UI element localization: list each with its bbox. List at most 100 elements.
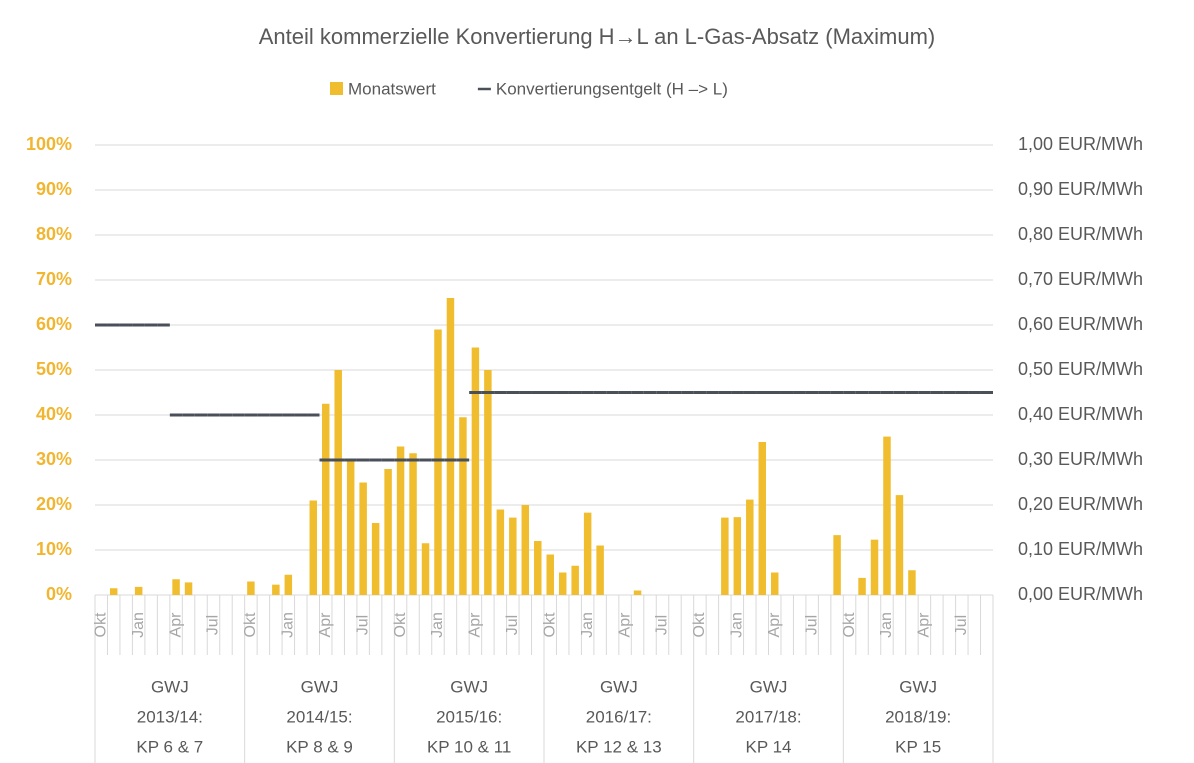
- y-tick-label: 30%: [36, 449, 72, 469]
- y-tick-label: 60%: [36, 314, 72, 334]
- bar: [746, 499, 754, 595]
- y2-tick-label: 0,90 EUR/MWh: [1018, 179, 1143, 199]
- bar: [309, 500, 318, 595]
- group-label: 2017/18:: [735, 707, 801, 726]
- y2-tick-label: 0,10 EUR/MWh: [1018, 539, 1143, 559]
- x-tick-label: Jan: [579, 612, 596, 638]
- bar: [583, 512, 592, 595]
- y-tick-label: 90%: [36, 179, 72, 199]
- y2-tick-label: 0,30 EUR/MWh: [1018, 449, 1143, 469]
- x-tick-label: Jan: [729, 612, 746, 638]
- bar: [459, 417, 467, 595]
- y-tick-label: 50%: [36, 359, 72, 379]
- bar: [596, 545, 604, 595]
- x-tick-label: Jan: [130, 612, 147, 638]
- bar: [733, 517, 742, 595]
- bar: [883, 436, 891, 595]
- chart-title: Anteil kommerzielle Konvertierung H→L an…: [259, 24, 936, 49]
- bar: [496, 509, 505, 595]
- y-tick-label: 80%: [36, 224, 72, 244]
- x-tick-label: Apr: [167, 612, 184, 638]
- group-label: 2015/16:: [436, 707, 502, 726]
- bar: [471, 347, 480, 595]
- bar: [184, 582, 193, 595]
- y2-tick-label: 0,80 EUR/MWh: [1018, 224, 1143, 244]
- y-tick-label: 100%: [26, 134, 72, 154]
- x-tick-label: Okt: [92, 612, 109, 637]
- x-tick-label: Okt: [242, 612, 259, 637]
- bar: [396, 446, 405, 595]
- x-tick-label: Jan: [280, 612, 297, 638]
- x-tick-label: Jul: [803, 615, 820, 635]
- bar: [371, 523, 380, 595]
- y2-tick-label: 0,40 EUR/MWh: [1018, 404, 1143, 424]
- y2-tick-label: 0,20 EUR/MWh: [1018, 494, 1143, 514]
- bar: [109, 588, 118, 595]
- bar: [272, 584, 280, 595]
- bar: [346, 460, 355, 595]
- group-label: GWJ: [600, 677, 638, 696]
- legend-label: Konvertierungsentgelt (H –> L): [496, 79, 728, 98]
- bar: [908, 570, 916, 595]
- bar: [534, 541, 542, 595]
- x-tick-label: Apr: [916, 612, 933, 638]
- group-label: KP 6 & 7: [136, 737, 203, 756]
- x-tick-label: Jul: [354, 615, 371, 635]
- bar: [770, 572, 779, 595]
- x-tick-label: Apr: [467, 612, 484, 638]
- bar: [359, 482, 367, 595]
- group-label: KP 14: [745, 737, 791, 756]
- bar: [558, 572, 567, 595]
- bar: [134, 586, 143, 595]
- group-label: GWJ: [450, 677, 488, 696]
- group-label: 2013/14:: [137, 707, 203, 726]
- bar: [833, 535, 841, 595]
- bar: [484, 370, 492, 595]
- x-tick-label: Okt: [691, 612, 708, 637]
- bar: [384, 469, 392, 595]
- group-label: GWJ: [750, 677, 788, 696]
- y2-tick-label: 0,70 EUR/MWh: [1018, 269, 1143, 289]
- group-label: 2018/19:: [885, 707, 951, 726]
- bar: [858, 577, 866, 595]
- bar: [758, 442, 767, 595]
- bar: [409, 453, 417, 595]
- x-tick-label: Apr: [317, 612, 334, 638]
- bar: [521, 505, 530, 595]
- group-label: KP 10 & 11: [427, 737, 511, 756]
- bar: [633, 590, 642, 595]
- group-label: 2014/15:: [286, 707, 352, 726]
- x-tick-label: Jan: [878, 612, 895, 638]
- x-tick-label: Jul: [953, 615, 970, 635]
- x-tick-label: Jul: [205, 615, 222, 635]
- y2-tick-label: 0,50 EUR/MWh: [1018, 359, 1143, 379]
- bar: [334, 370, 342, 595]
- bar: [421, 543, 430, 595]
- bar: [434, 329, 442, 595]
- group-label: KP 12 & 13: [576, 737, 662, 756]
- bar: [895, 495, 904, 595]
- y-tick-label: 10%: [36, 539, 72, 559]
- y2-tick-label: 0,00 EUR/MWh: [1018, 584, 1143, 604]
- bar: [571, 565, 579, 595]
- x-tick-label: Okt: [541, 612, 558, 637]
- x-tick-label: Apr: [616, 612, 633, 638]
- y-tick-label: 40%: [36, 404, 72, 424]
- y-tick-label: 0%: [46, 584, 72, 604]
- bar: [870, 539, 879, 595]
- bar: [546, 554, 554, 595]
- group-label: KP 8 & 9: [286, 737, 353, 756]
- x-tick-label: Okt: [392, 612, 409, 637]
- bar: [721, 517, 729, 595]
- x-tick-label: Jul: [504, 615, 521, 635]
- x-tick-label: Jul: [654, 615, 671, 635]
- x-tick-label: Okt: [841, 612, 858, 637]
- bar: [247, 581, 255, 595]
- group-label: GWJ: [301, 677, 339, 696]
- bar: [509, 517, 517, 595]
- bar: [321, 403, 330, 595]
- group-label: GWJ: [899, 677, 937, 696]
- y2-tick-label: 0,60 EUR/MWh: [1018, 314, 1143, 334]
- bar: [284, 574, 293, 595]
